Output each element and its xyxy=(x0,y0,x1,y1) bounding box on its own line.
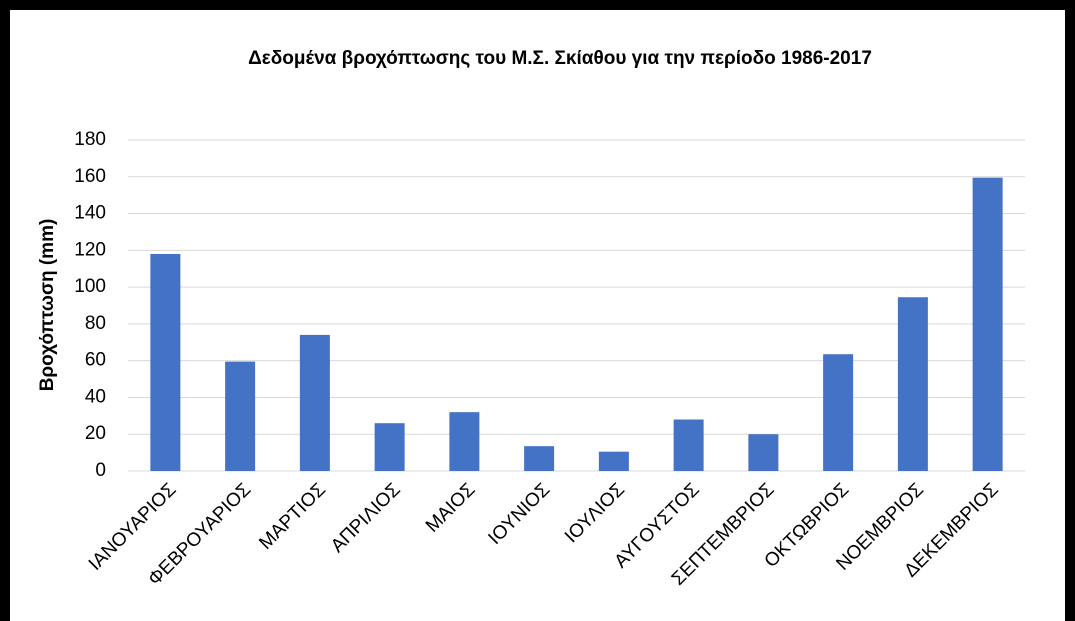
y-axis-label: Βροχόπτωση (mm) xyxy=(37,219,58,392)
y-tick-label: 80 xyxy=(85,313,106,334)
bar xyxy=(524,446,555,471)
chart-title: Δεδομένα βροχόπτωσης του Μ.Σ. Σκίαθου γι… xyxy=(248,48,872,69)
bar xyxy=(374,423,405,471)
bar xyxy=(823,354,854,471)
bar xyxy=(897,297,928,471)
y-tick-label: 100 xyxy=(74,276,106,297)
y-tick-label: 180 xyxy=(74,129,106,150)
bar xyxy=(598,451,629,471)
y-tick-label: 40 xyxy=(85,386,106,407)
y-tick-label: 60 xyxy=(85,350,106,371)
y-tick-label: 160 xyxy=(74,166,106,187)
y-tick-label: 140 xyxy=(74,203,106,224)
bar xyxy=(299,334,330,471)
bar xyxy=(748,434,779,471)
y-tick-label: 20 xyxy=(85,423,106,444)
bar xyxy=(972,177,1003,472)
y-tick-label: 0 xyxy=(95,460,106,481)
bar xyxy=(225,361,256,471)
bar xyxy=(150,254,181,471)
y-tick-label: 120 xyxy=(74,239,106,260)
bar xyxy=(673,419,704,471)
bar xyxy=(449,412,480,471)
